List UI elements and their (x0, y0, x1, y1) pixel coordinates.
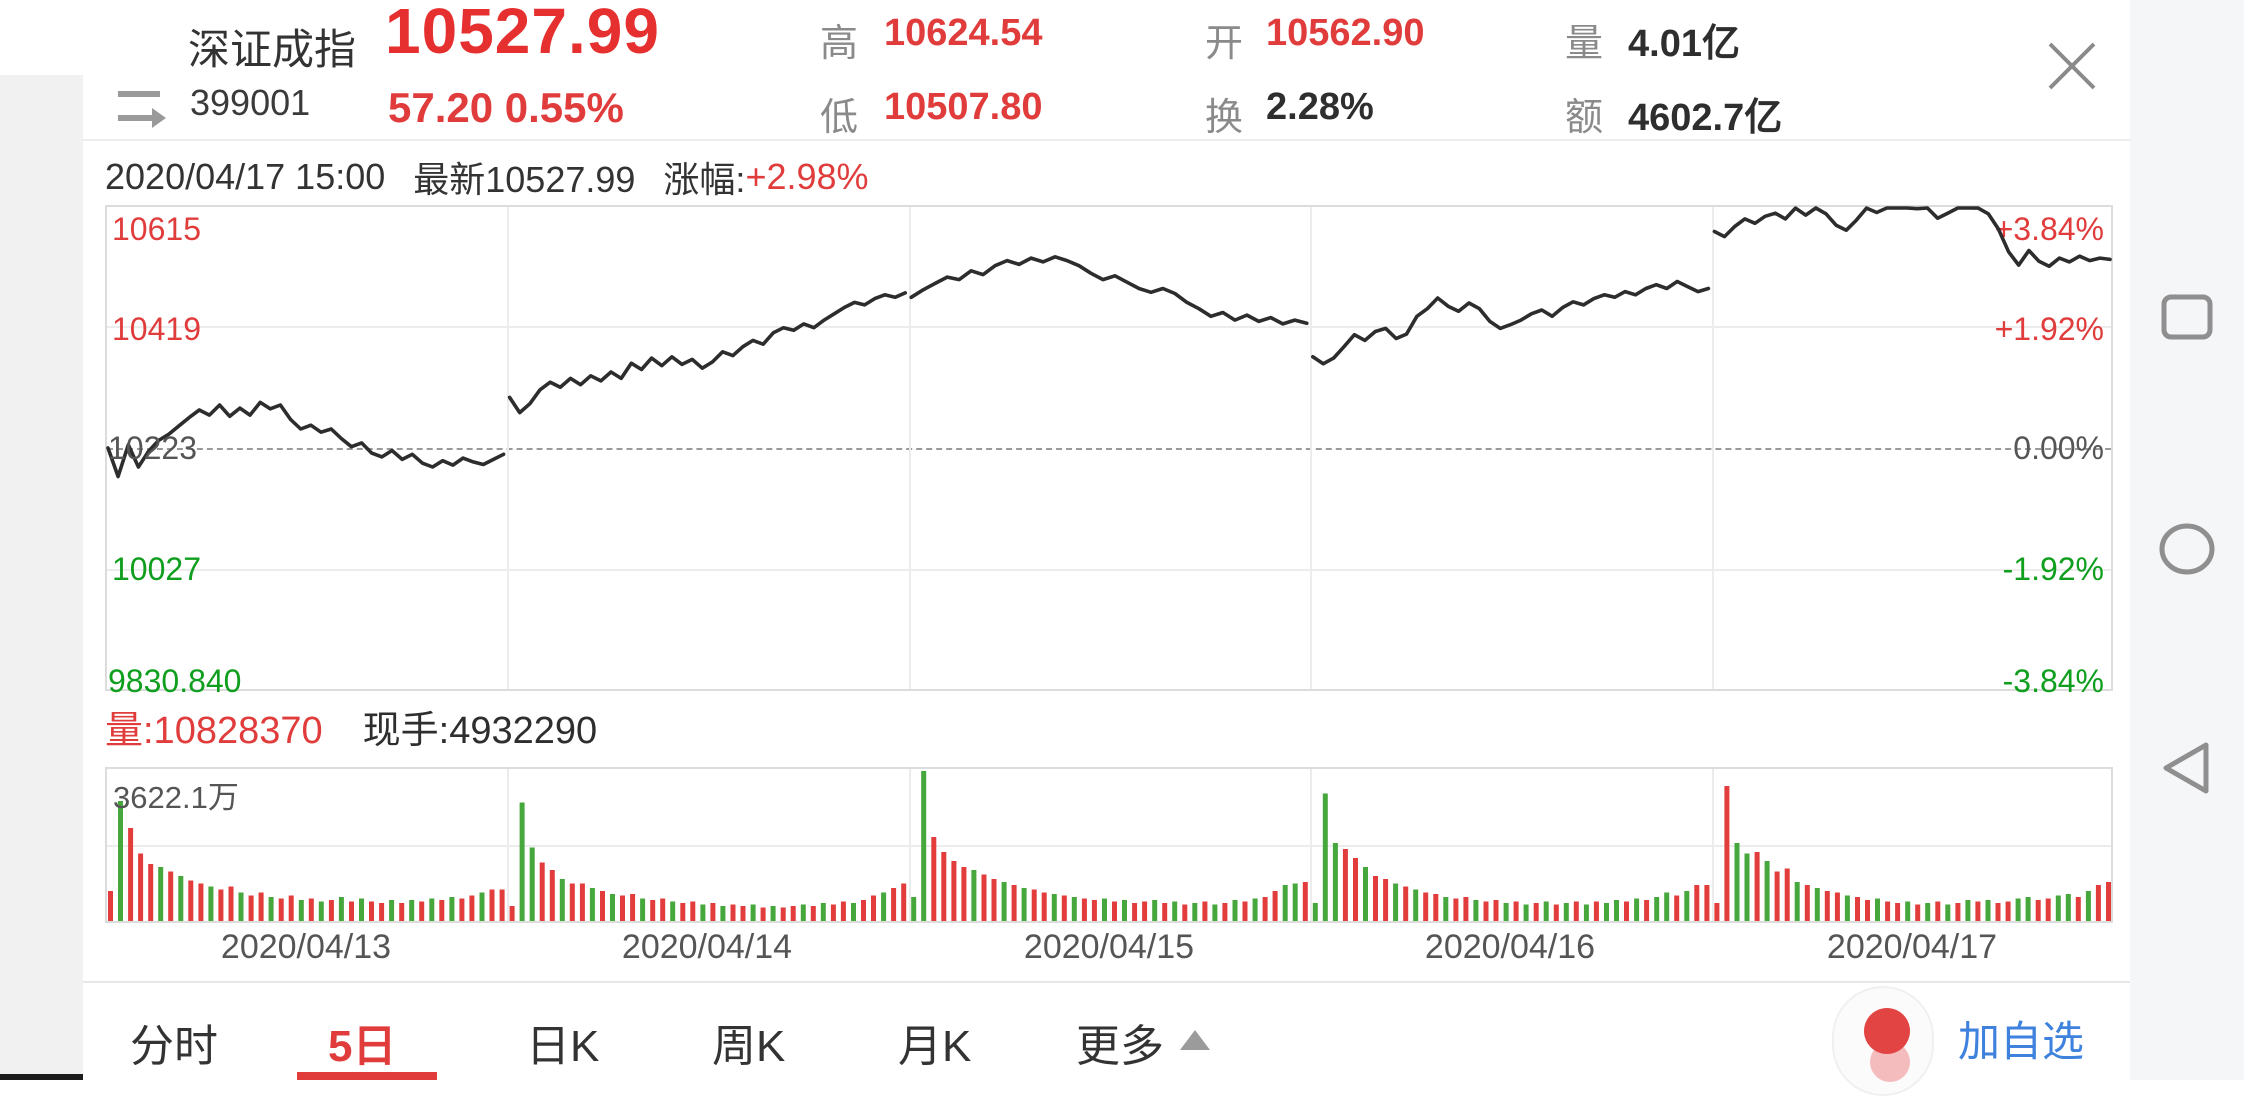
stat-amount-value: 4602.7亿 (1628, 97, 1783, 139)
current-price: 10527.99 (385, 0, 660, 67)
tabbar-divider (83, 981, 2130, 983)
header-divider (83, 139, 2130, 141)
gridline (107, 326, 2111, 328)
active-tab-underline (297, 1072, 437, 1080)
switch-stock-icon[interactable] (114, 84, 170, 130)
info-pct-value: +2.98% (745, 156, 869, 197)
gridline (1310, 207, 1312, 689)
x-axis-date-2: 2020/04/14 (621, 928, 793, 966)
gridline (1712, 769, 1714, 921)
stat-volume-value: 4.01亿 (1628, 23, 1740, 65)
stat-open-value: 10562.90 (1266, 12, 1425, 54)
info-datetime: 2020/04/17 15:00 (105, 156, 386, 197)
x-axis-date-3: 2020/04/15 (1023, 928, 1195, 966)
price-chart-panel[interactable] (105, 205, 2113, 691)
gridline (507, 769, 509, 921)
stat-volume-label: 量 (1565, 23, 1604, 65)
volume-bars-svg (108, 771, 2111, 921)
price-line-svg (106, 206, 2112, 479)
prev-close-dashed-line (107, 448, 2111, 450)
gridline (1712, 207, 1714, 689)
y-axis-pct-1: +3.84% (1994, 211, 2104, 247)
gridline (107, 845, 2111, 847)
back-icon[interactable] (2130, 713, 2244, 823)
volume-current: 现手:4932290 (362, 709, 598, 752)
y-axis-price-2: 10419 (112, 311, 201, 347)
close-icon[interactable] (2042, 36, 2102, 96)
gridline (507, 207, 509, 689)
price-change: 57.20 0.55% (388, 84, 624, 131)
gridline (909, 769, 911, 921)
volume-header: 量:10828370 现手:4932290 (105, 704, 597, 752)
add-watchlist-button[interactable]: 加自选 (1958, 1018, 2085, 1065)
underlying-page-bottom-edge (0, 1074, 83, 1080)
stat-turnover-label: 换 (1205, 97, 1244, 139)
y-axis-pct-2: +1.92% (1994, 311, 2104, 347)
x-axis-date-1: 2020/04/13 (220, 928, 392, 966)
chevron-up-icon[interactable] (1180, 1030, 1210, 1050)
info-pct-label: 涨幅: (663, 159, 746, 200)
y-axis-price-3: 10223 (108, 430, 197, 466)
stock-name: 深证成指 (188, 26, 357, 73)
stat-open-label: 开 (1205, 23, 1244, 65)
y-axis-price-1: 10615 (112, 211, 201, 247)
tab-5day[interactable]: 5日 (328, 1022, 397, 1071)
stock-code: 399001 (190, 82, 311, 123)
stat-turnover-value: 2.28% (1266, 86, 1374, 128)
tab-fenshi[interactable]: 分时 (130, 1022, 218, 1071)
y-axis-pct-4: -1.92% (2002, 551, 2104, 587)
android-nav-bar (2130, 0, 2244, 1080)
recents-icon[interactable] (2130, 262, 2244, 372)
y-axis-price-5: 9830.840 (108, 663, 242, 699)
tab-daily-k[interactable]: 日K (526, 1022, 600, 1071)
y-axis-pct-3: 0.00% (2013, 430, 2104, 466)
x-axis-date-5: 2020/04/17 (1826, 928, 1998, 966)
crosshair-info-line: 2020/04/17 15:00 最新10527.99 涨幅: +2.98% (105, 156, 869, 200)
record-dot-icon[interactable] (1864, 1008, 1910, 1054)
volume-max-label: 3622.1万 (113, 780, 239, 815)
info-latest: 最新10527.99 (413, 159, 636, 200)
stat-low-value: 10507.80 (884, 86, 1043, 128)
stat-high-value: 10624.54 (884, 12, 1043, 54)
tab-weekly-k[interactable]: 周K (712, 1022, 786, 1071)
gridline (1310, 769, 1312, 921)
y-axis-price-4: 10027 (112, 551, 201, 587)
gridline (107, 569, 2111, 571)
x-axis-date-4: 2020/04/16 (1424, 928, 1596, 966)
volume-total: 量:10828370 (105, 709, 323, 752)
y-axis-pct-5: -3.84% (2002, 663, 2104, 699)
tab-monthly-k[interactable]: 月K (898, 1022, 972, 1071)
stat-amount-label: 额 (1565, 97, 1604, 139)
home-icon[interactable] (2130, 494, 2244, 604)
stat-low-label: 低 (820, 97, 859, 139)
tab-more[interactable]: 更多 (1076, 1022, 1164, 1071)
stat-high-label: 高 (820, 23, 859, 65)
gridline (909, 207, 911, 689)
underlying-page-left-edge (0, 75, 83, 1080)
